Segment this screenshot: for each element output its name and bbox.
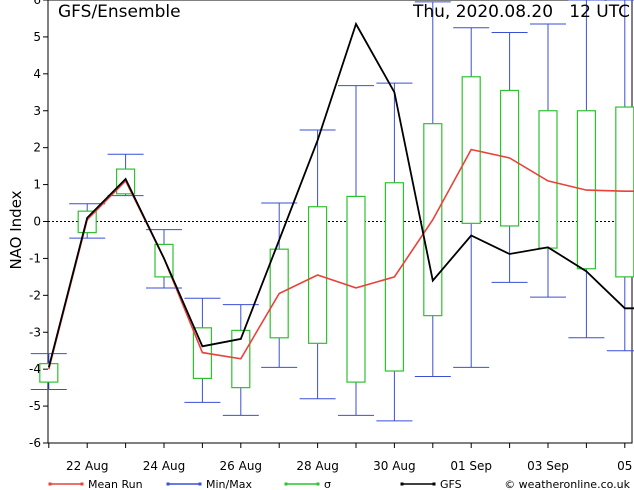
y-tick-label: -3: [29, 325, 41, 339]
x-tick-label: 05: [617, 459, 632, 473]
credit-label: © weatheronline.co.uk: [504, 478, 630, 490]
ensemble-boxes: [30, 0, 634, 422]
legend: Mean Run Min/Max σ GFS © weatheronline.co.uk: [48, 478, 631, 490]
y-tick-label: 2: [33, 141, 41, 155]
legend-label: Min/Max: [206, 478, 252, 490]
legend-label: GFS: [440, 478, 462, 490]
y-tick-label: 1: [33, 178, 41, 192]
sigma-box: [538, 110, 558, 249]
x-tick-label: 26 Aug: [220, 459, 263, 473]
x-tick-label: 03 Sep: [527, 459, 569, 473]
y-axis-label: NAO Index: [7, 190, 25, 269]
legend-swatch-end: [284, 482, 288, 486]
x-tick-label: 30 Aug: [373, 459, 416, 473]
legend-swatch-end: [80, 482, 84, 486]
y-tick-label: 3: [33, 104, 41, 118]
sigma-box: [346, 195, 366, 383]
y-axis-ticks: -6 -5 -4 -3 -2 -1 0 1 2 3 4 5 6: [29, 0, 48, 450]
x-tick-label: 28 Aug: [296, 459, 339, 473]
legend-swatch-end: [166, 482, 170, 486]
y-tick-label: 5: [33, 30, 41, 44]
y-tick-label: 4: [33, 67, 41, 81]
run-date-label: Thu, 2020.08.20 12 UTC: [412, 2, 630, 22]
x-tick-label: 22 Aug: [66, 459, 109, 473]
y-tick-label: 0: [33, 215, 41, 229]
legend-label: Mean Run: [88, 478, 143, 490]
legend-swatch-end: [48, 482, 52, 486]
y-tick-label: 6: [33, 0, 41, 7]
legend-swatch-end: [432, 482, 436, 486]
series-lines: [47, 21, 634, 370]
chart-title: GFS/Ensemble: [58, 2, 181, 22]
x-axis-ticks: 22 Aug 24 Aug 26 Aug 28 Aug 30 Aug 01 Sep 03 S…: [48, 443, 632, 473]
legend-swatch-end: [400, 482, 404, 486]
sigma-box: [39, 363, 59, 383]
x-tick-label: 24 Aug: [143, 459, 186, 473]
legend-swatch-end: [316, 482, 320, 486]
y-tick-label: -4: [29, 362, 41, 376]
legend-label: σ: [324, 478, 331, 490]
gfs-line: [47, 21, 634, 368]
legend-swatch-end: [198, 482, 202, 486]
y-tick-label: -5: [29, 399, 41, 413]
y-tick-label: -2: [29, 288, 41, 302]
y-tick-label: -1: [29, 251, 41, 265]
x-tick-label: 01 Sep: [450, 459, 492, 473]
y-tick-label: -6: [29, 436, 41, 450]
